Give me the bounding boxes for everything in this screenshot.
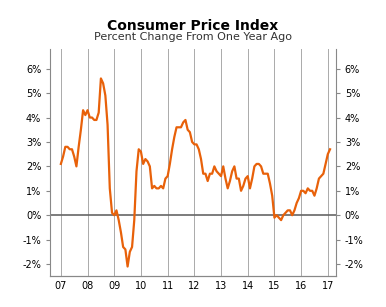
Title: Consumer Price Index: Consumer Price Index xyxy=(107,19,279,33)
Text: Percent Change From One Year Ago: Percent Change From One Year Ago xyxy=(94,32,292,42)
